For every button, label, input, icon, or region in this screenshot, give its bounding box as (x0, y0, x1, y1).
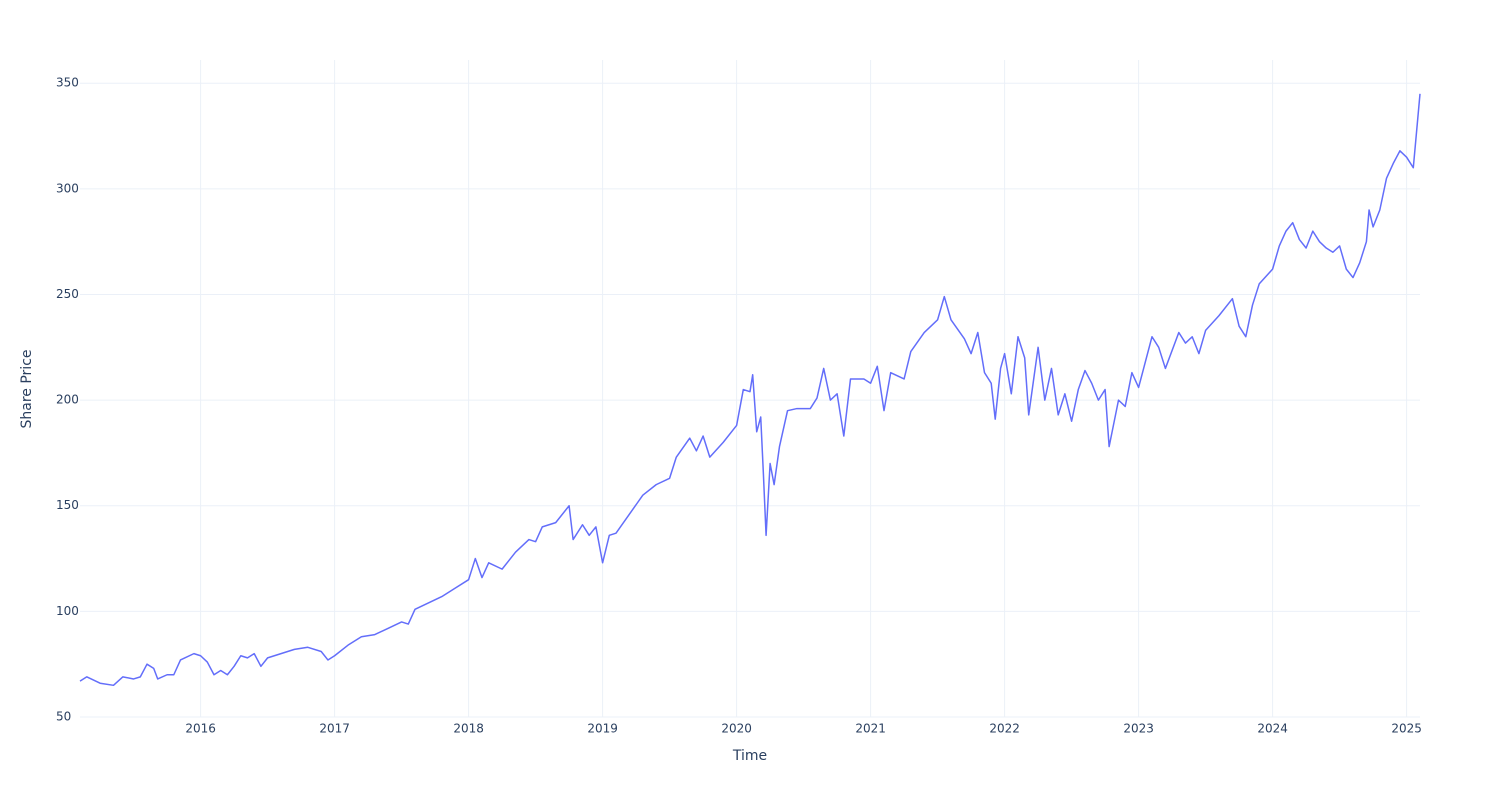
y-tick-label: 300 (56, 181, 79, 195)
x-tick-label: 2021 (855, 722, 886, 736)
y-tick-label: 100 (56, 604, 79, 618)
x-tick-label: 2023 (1123, 722, 1154, 736)
x-axis-title: Time (732, 748, 767, 764)
y-tick-label: 150 (56, 498, 79, 512)
x-tick-label: 2020 (721, 722, 752, 736)
price-line (79, 93, 1421, 687)
y-axis-title: Share Price (19, 349, 35, 428)
y-tick-label: 200 (56, 393, 79, 407)
x-tick-label: 2024 (1257, 722, 1288, 736)
grid (80, 60, 1420, 718)
y-tick-label: 250 (56, 287, 79, 301)
y-tick-label: 350 (56, 76, 79, 90)
x-tick-label: 2018 (453, 722, 484, 736)
x-tick-label: 2017 (319, 722, 350, 736)
x-tick-label: 2016 (185, 722, 216, 736)
x-tick-label: 2022 (989, 722, 1020, 736)
y-tick-label: 50 (56, 710, 71, 724)
x-tick-label: 2025 (1391, 722, 1422, 736)
x-tick-label: 2019 (587, 722, 618, 736)
